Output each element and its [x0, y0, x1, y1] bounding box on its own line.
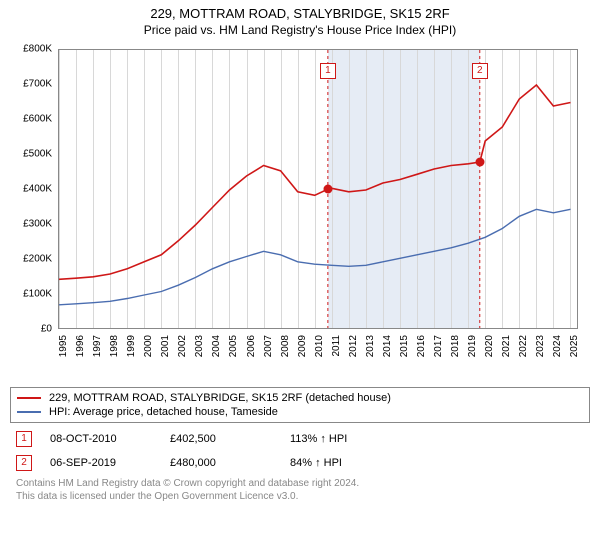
x-tick: 2024 [552, 335, 563, 357]
y-tick: £600K [23, 114, 52, 125]
sale-marker: 1 [16, 431, 32, 447]
legend-swatch [17, 397, 41, 399]
x-tick: 2009 [297, 335, 308, 357]
sale-hpi-pct: 113% ↑ HPI [290, 433, 370, 445]
series-line [59, 85, 571, 279]
x-tick: 2004 [211, 335, 222, 357]
chart-title: 229, MOTTRAM ROAD, STALYBRIDGE, SK15 2RF [10, 6, 590, 21]
series-svg [59, 50, 578, 329]
y-tick: £0 [41, 324, 52, 335]
x-tick: 2020 [484, 335, 495, 357]
marker-label: 2 [472, 63, 488, 79]
x-tick: 2001 [160, 335, 171, 357]
x-tick: 2012 [348, 335, 359, 357]
sale-date: 08-OCT-2010 [50, 433, 170, 445]
plot-area: 12 [58, 49, 578, 329]
y-axis: £0£100K£200K£300K£400K£500K£600K£700K£80… [10, 49, 56, 329]
x-tick: 2022 [518, 335, 529, 357]
series-line [59, 209, 571, 304]
y-tick: £400K [23, 184, 52, 195]
y-tick: £700K [23, 79, 52, 90]
sale-row: 2 06-SEP-2019£480,00084% ↑ HPI [10, 455, 590, 471]
legend: 229, MOTTRAM ROAD, STALYBRIDGE, SK15 2RF… [10, 387, 590, 423]
x-tick: 2008 [280, 335, 291, 357]
sale-hpi-pct: 84% ↑ HPI [290, 457, 370, 469]
x-tick: 2002 [177, 335, 188, 357]
x-tick: 2025 [569, 335, 580, 357]
sale-row: 1 08-OCT-2010£402,500113% ↑ HPI [10, 431, 590, 447]
x-tick: 2005 [228, 335, 239, 357]
x-tick: 2007 [263, 335, 274, 357]
legend-item: HPI: Average price, detached house, Tame… [17, 405, 583, 419]
x-tick: 2023 [535, 335, 546, 357]
x-tick: 2003 [194, 335, 205, 357]
x-tick: 2017 [433, 335, 444, 357]
legend-label: 229, MOTTRAM ROAD, STALYBRIDGE, SK15 2RF… [49, 392, 391, 404]
marker-dot [475, 158, 484, 167]
sale-price: £480,000 [170, 457, 290, 469]
y-tick: £800K [23, 44, 52, 55]
x-tick: 2000 [143, 335, 154, 357]
y-tick: £100K [23, 289, 52, 300]
x-tick: 2015 [399, 335, 410, 357]
x-tick: 2019 [467, 335, 478, 357]
footer-line-2: This data is licensed under the Open Gov… [16, 490, 584, 503]
legend-label: HPI: Average price, detached house, Tame… [49, 406, 278, 418]
sales-list: 1 08-OCT-2010£402,500113% ↑ HPI 2 06-SEP-20… [10, 431, 590, 471]
x-tick: 2011 [331, 335, 342, 357]
sale-date: 06-SEP-2019 [50, 457, 170, 469]
y-tick: £300K [23, 219, 52, 230]
marker-dot [323, 185, 332, 194]
chart-subtitle: Price paid vs. HM Land Registry's House … [10, 23, 590, 37]
x-tick: 2016 [416, 335, 427, 357]
x-tick: 2013 [365, 335, 376, 357]
sale-price: £402,500 [170, 433, 290, 445]
x-tick: 2018 [450, 335, 461, 357]
x-tick: 1999 [126, 335, 137, 357]
x-tick: 2014 [382, 335, 393, 357]
x-tick: 1997 [92, 335, 103, 357]
x-tick: 2006 [246, 335, 257, 357]
legend-item: 229, MOTTRAM ROAD, STALYBRIDGE, SK15 2RF… [17, 391, 583, 405]
x-tick: 2010 [314, 335, 325, 357]
footer-line-1: Contains HM Land Registry data © Crown c… [16, 477, 584, 490]
y-tick: £500K [23, 149, 52, 160]
x-tick: 2021 [501, 335, 512, 357]
y-tick: £200K [23, 254, 52, 265]
legend-swatch [17, 411, 41, 413]
x-tick: 1995 [58, 335, 69, 357]
sale-marker: 2 [16, 455, 32, 471]
chart: £0 £100K £200K £300K £400K £500K £600K £700K £80… [10, 45, 590, 385]
x-tick: 1996 [75, 335, 86, 357]
marker-label: 1 [320, 63, 336, 79]
footer-attribution: Contains HM Land Registry data © Crown c… [10, 471, 590, 509]
x-tick: 1998 [109, 335, 120, 357]
